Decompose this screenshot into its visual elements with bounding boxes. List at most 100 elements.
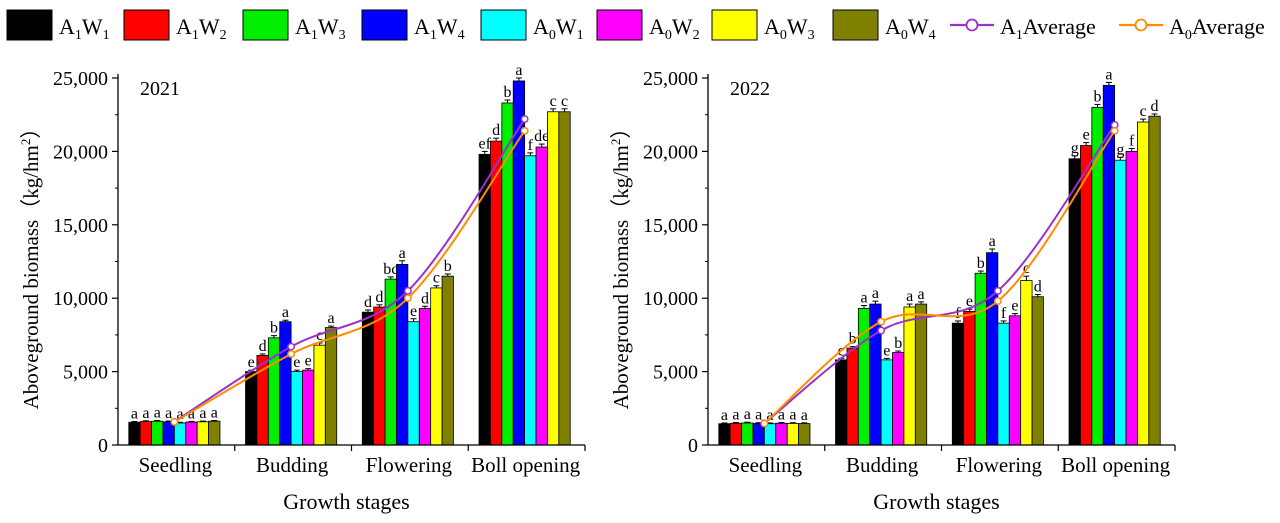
bar <box>986 252 999 446</box>
panel-title: 2022 <box>730 78 770 100</box>
legend-item: A0W3 <box>711 9 815 43</box>
significance-label: a <box>1105 66 1112 83</box>
significance-label: a <box>872 285 879 302</box>
legend-label: A1W4 <box>414 14 465 43</box>
legend-label-sub: 1 <box>1016 28 1023 43</box>
legend-label-mid: W <box>556 14 577 39</box>
x-tick-label: Boll opening <box>471 453 581 477</box>
legend-label-base: A <box>649 14 665 39</box>
legend-swatch <box>480 9 527 41</box>
bar <box>786 423 799 446</box>
bar <box>128 421 141 446</box>
legend-label-base: A <box>414 14 430 39</box>
average-point <box>287 342 296 351</box>
average-point <box>287 350 296 358</box>
legend-label-sub: 0 <box>549 28 556 43</box>
legend-label: A0Average <box>1169 14 1265 43</box>
legend-label: A0W2 <box>649 14 700 43</box>
bar <box>1080 145 1093 446</box>
y-axis-label-sup: 2 <box>608 139 623 146</box>
significance-label: a <box>154 404 161 421</box>
bar <box>1008 315 1022 446</box>
average-point <box>403 286 412 295</box>
bar <box>798 423 811 446</box>
bar <box>1137 121 1150 446</box>
significance-label: a <box>515 62 522 79</box>
significance-label: a <box>801 407 808 424</box>
significance-label: d <box>364 294 372 311</box>
legend-label-mid: Average <box>1192 14 1265 39</box>
significance-label: a <box>860 290 867 307</box>
bar <box>914 303 928 446</box>
legend-label-sub: 1 <box>192 28 199 43</box>
significance-label: a <box>778 407 785 424</box>
bar <box>196 421 209 446</box>
y-tick-label: 20,000 <box>53 141 108 163</box>
significance-label: e <box>966 293 973 310</box>
significance-label: b <box>894 335 902 352</box>
legend-item: A1W3 <box>242 9 346 43</box>
significance-label: a <box>721 407 728 424</box>
legend-label-sub: 4 <box>458 28 465 43</box>
bar <box>558 111 571 446</box>
bar <box>1020 280 1033 446</box>
average-point <box>403 294 412 303</box>
significance-label: a <box>177 406 184 423</box>
legend-label-mid: W <box>437 14 458 39</box>
x-tick-label: Boll opening <box>1061 453 1171 477</box>
legend-item: A1Average <box>950 14 1096 43</box>
bar <box>490 140 503 446</box>
bar <box>373 306 386 446</box>
bar <box>139 421 152 446</box>
y-tick-label: 25,000 <box>53 68 108 90</box>
legend-swatch <box>6 9 53 41</box>
significance-label: d <box>1151 98 1159 115</box>
significance-label: a <box>755 407 762 424</box>
y-tick-label: 0 <box>98 435 108 457</box>
significance-label: d <box>421 290 429 307</box>
legend-label-sub: 0 <box>1185 28 1192 43</box>
bar <box>290 371 303 446</box>
bar-series: aa dd <box>798 98 1161 446</box>
significance-label: b <box>977 255 985 272</box>
x-tick-label: Seedling <box>729 453 803 477</box>
legend-label-sub: 4 <box>929 28 936 43</box>
significance-label: a <box>211 404 218 421</box>
legend-label-sub: 2 <box>220 28 227 43</box>
legend-label-base: A <box>533 14 549 39</box>
significance-label: b <box>270 320 278 337</box>
y-tick-label: 15,000 <box>643 215 698 237</box>
x-tick-label: Seedling <box>139 453 213 477</box>
significance-label: a <box>744 406 751 423</box>
bar <box>1114 159 1127 446</box>
x-axis-label: Growth stages <box>283 489 409 514</box>
x-tick-label: Budding <box>846 453 919 477</box>
legend-label: A1W3 <box>295 14 346 43</box>
significance-label: a <box>165 405 172 422</box>
legend-item: A0W1 <box>480 9 584 43</box>
legend-label-mid: W <box>908 14 929 39</box>
average-point <box>877 326 886 335</box>
legend-label-mid: W <box>787 14 808 39</box>
average-point <box>993 297 1002 306</box>
bar <box>313 344 326 446</box>
significance-label: a <box>199 405 206 422</box>
average-curve <box>173 130 526 423</box>
bar <box>892 352 905 446</box>
significance-label: f <box>1129 132 1135 149</box>
legend-label-base: A <box>764 14 780 39</box>
x-axis-label: Growth stages <box>873 489 999 514</box>
significance-label: e <box>1011 298 1018 315</box>
significance-label: a <box>906 288 913 305</box>
y-axis-label: Aboveground biomass（kg/hm2） <box>608 118 633 410</box>
legend-label-sub: 1 <box>577 28 584 43</box>
significance-label: e <box>883 342 890 359</box>
legend-label-mid: Average <box>1023 14 1096 39</box>
significance-label: a <box>732 407 739 424</box>
average-point <box>877 317 886 326</box>
